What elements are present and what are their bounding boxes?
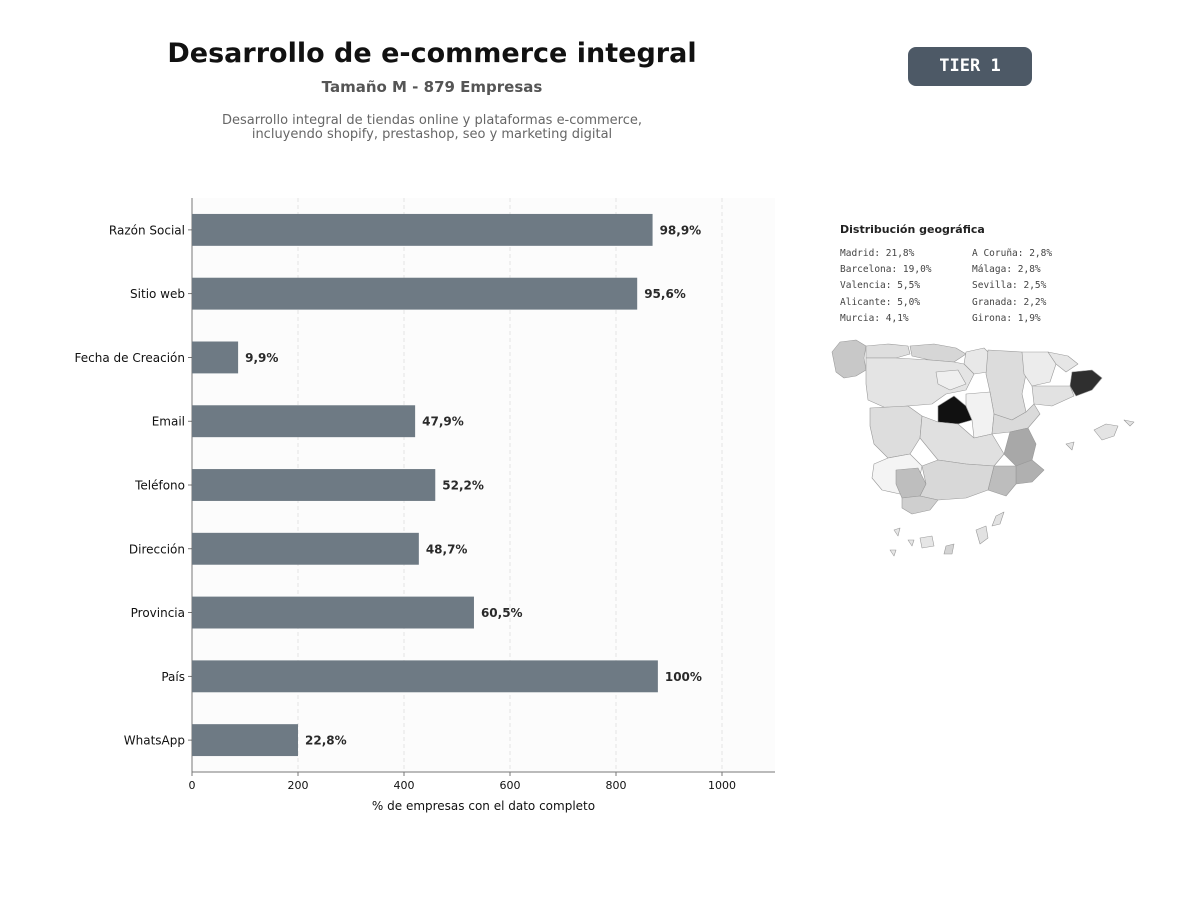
spain-choropleth-map: [831, 339, 1135, 557]
bar: [192, 660, 658, 693]
category-label: WhatsApp: [124, 734, 185, 748]
x-tick-label: 800: [606, 779, 627, 792]
data-label: 52,2%: [442, 479, 484, 493]
category-label: Dirección: [129, 542, 185, 556]
region-castilla-leon: [865, 357, 975, 409]
region-barcelona: [1069, 369, 1103, 397]
category-label: Teléfono: [134, 479, 185, 493]
category-label: Razón Social: [109, 223, 185, 237]
region-teruel: [991, 403, 1041, 435]
category-label: Fecha de Creación: [75, 351, 185, 365]
data-label: 95,6%: [644, 287, 686, 301]
region-asturias: [865, 343, 911, 359]
description: Desarrollo integral de tiendas online y …: [182, 114, 682, 142]
page-subtitle: Tamaño M - 879 Empresas: [321, 78, 543, 96]
region-ibiza: [1065, 441, 1075, 451]
geo-item: Valencia: 5,5%: [840, 280, 921, 292]
description-line-1: Desarrollo integral de tiendas online y …: [221, 113, 643, 128]
region-extremadura: [869, 405, 923, 459]
data-label: 48,7%: [426, 542, 468, 556]
geo-distribution-title: Distribución geográfica: [840, 223, 985, 236]
geo-item: Alicante: 5,0%: [840, 296, 921, 308]
geo-item: A Coruña: 2,8%: [972, 248, 1053, 259]
bar: [192, 405, 416, 438]
data-label: 22,8%: [305, 734, 347, 748]
geo-item: Granada: 2,2%: [972, 296, 1047, 308]
x-tick-label: 600: [500, 779, 521, 792]
region-mallorca: [1093, 423, 1119, 441]
region-toledo: [919, 415, 1005, 467]
region-canarias-1: [991, 511, 1005, 527]
x-tick-label: 1000: [708, 779, 736, 792]
region-canarias-3: [943, 543, 955, 555]
geo-item: Girona: 1,9%: [972, 312, 1041, 324]
region-malaga: [901, 495, 939, 515]
bar: [192, 596, 474, 629]
category-label: País: [161, 670, 185, 684]
bar: [192, 532, 419, 565]
geo-item: Madrid: 21,8%: [840, 248, 915, 259]
bar-chart: 0 200 400 600 800 1000 Razón Social 98,9% Sitio …: [75, 198, 775, 813]
tier-badge: TIER 1: [908, 47, 1032, 86]
region-la-rioja: [935, 369, 967, 391]
bar: [192, 724, 298, 757]
geo-item: Murcia: 4,1%: [840, 312, 909, 324]
region-canarias-4: [919, 535, 935, 549]
category-label: Provincia: [131, 606, 185, 620]
x-axis-label: % de empresas con el dato completo: [372, 799, 595, 813]
geo-item: Málaga: 2,8%: [972, 264, 1041, 276]
region-menorca: [1123, 419, 1135, 427]
region-lleida: [1021, 351, 1057, 387]
geo-list-left: Madrid: 21,8% Barcelona: 19,0% Valencia:…: [840, 246, 932, 327]
region-canarias-2: [975, 525, 989, 545]
x-tick-label: 400: [394, 779, 415, 792]
data-label: 60,5%: [481, 606, 523, 620]
geo-item: Sevilla: 2,5%: [972, 280, 1047, 292]
data-label: 98,9%: [660, 223, 702, 237]
region-galicia: [831, 339, 867, 379]
region-tarragona: [1031, 385, 1075, 407]
bar: [192, 341, 239, 374]
bar: [192, 213, 653, 246]
page-title: Desarrollo de e-commerce integral: [167, 38, 697, 69]
region-girona: [1047, 351, 1079, 373]
data-label: 47,9%: [422, 415, 464, 429]
region-cuenca: [965, 391, 995, 439]
geo-list-right: A Coruña: 2,8% Málaga: 2,8% Sevilla: 2,5…: [972, 246, 1052, 327]
region-cantabria: [909, 343, 967, 363]
data-label: 100%: [665, 670, 702, 684]
bar: [192, 277, 638, 310]
region-canarias-5: [907, 539, 915, 547]
x-tick-label: 200: [288, 779, 309, 792]
region-andalucia-east: [919, 459, 995, 501]
data-label: 9,9%: [245, 351, 278, 365]
category-label: Email: [152, 415, 185, 429]
geo-item: Barcelona: 19,0%: [840, 264, 932, 276]
category-label: Sitio web: [130, 287, 185, 301]
description-line-2: incluyendo shopify, prestashop, seo y ma…: [251, 127, 613, 142]
x-tick-label: 0: [189, 779, 196, 792]
region-canarias-6: [893, 527, 901, 537]
bar: [192, 469, 436, 501]
region-canarias-7: [889, 549, 897, 557]
